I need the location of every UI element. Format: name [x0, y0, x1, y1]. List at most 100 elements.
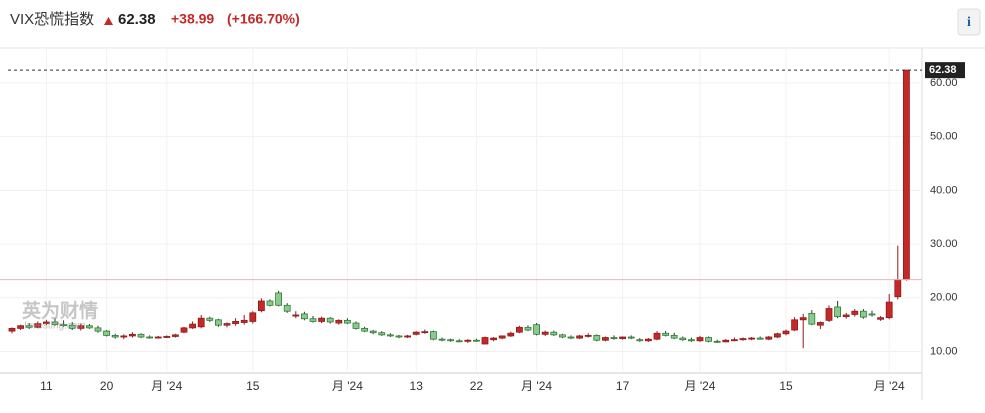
candle-body	[103, 330, 110, 336]
candle-body	[851, 310, 859, 315]
candle-body	[412, 331, 420, 335]
candle-body	[550, 331, 558, 336]
candle-body	[60, 324, 67, 327]
candle-body	[860, 310, 867, 318]
candle-body	[335, 319, 343, 324]
candle-body	[94, 327, 102, 332]
candle-body	[240, 319, 248, 323]
candle-body	[799, 317, 807, 321]
candle-body	[670, 334, 678, 339]
info-icon[interactable]: i	[967, 15, 971, 30]
candle-body	[825, 308, 833, 321]
candle-body	[232, 321, 240, 324]
candle-body	[395, 335, 403, 338]
candle-body	[610, 337, 618, 340]
candle-body	[120, 335, 128, 338]
x-tick-label: 13	[410, 379, 424, 393]
candle-body	[808, 312, 816, 325]
candle-body	[817, 322, 824, 326]
candle-body	[223, 323, 231, 326]
candle-body	[111, 334, 119, 338]
y-tick-label: 20.00	[930, 292, 958, 304]
candle-body	[584, 334, 592, 337]
y-tick-label: 30.00	[930, 238, 958, 250]
last-price: 62.38	[118, 11, 156, 28]
candle-body	[498, 335, 506, 339]
candle-body	[300, 313, 308, 320]
candle-body	[77, 325, 85, 329]
candle-body	[266, 300, 274, 306]
candle-body	[705, 337, 712, 342]
candle-body	[352, 322, 360, 329]
candle-body	[748, 337, 755, 340]
candle-body	[180, 327, 188, 333]
y-tick-label: 50.00	[930, 131, 958, 143]
candle-body	[292, 314, 300, 317]
candle-body	[404, 335, 412, 338]
candle-body	[429, 331, 437, 340]
x-tick-label: 15	[779, 379, 793, 393]
candle-body	[756, 337, 764, 340]
candle-body	[731, 339, 738, 342]
candle-body	[868, 313, 876, 316]
candle-body	[171, 334, 179, 337]
x-tick-label: 11	[40, 379, 53, 393]
candle-body	[653, 332, 661, 340]
watermark-site: Investing.com	[24, 321, 86, 332]
y-tick-label: 40.00	[930, 184, 958, 196]
candle-body	[455, 340, 463, 343]
candle-body	[318, 317, 326, 322]
candle-body	[447, 339, 455, 342]
candle-body	[765, 336, 773, 340]
candle-body	[361, 328, 369, 332]
x-tick-label: 月 '24	[685, 379, 716, 393]
candle-body	[128, 333, 136, 337]
candle-body	[524, 326, 532, 331]
candle-body	[386, 334, 394, 337]
candle-body	[154, 336, 162, 339]
candle-body	[464, 339, 472, 342]
candle-body	[662, 332, 669, 336]
y-tick-label: 10.00	[930, 345, 958, 357]
candle-body	[343, 319, 351, 324]
candle-body	[894, 279, 902, 298]
price-change-pct: (+166.70%)	[227, 11, 300, 27]
candle-body	[877, 317, 884, 320]
instrument-title: VIX恐慌指数	[10, 11, 94, 28]
info-button[interactable]	[957, 8, 981, 36]
candle-body	[688, 339, 695, 342]
candle-body	[275, 292, 283, 306]
candle-body	[842, 314, 850, 317]
candle-body	[739, 338, 747, 341]
candle-body	[516, 326, 523, 333]
candle-body	[576, 335, 583, 339]
last-price-badge	[925, 62, 965, 79]
candle-body	[619, 336, 626, 340]
x-tick-label: 月 '24	[332, 379, 363, 393]
plot: 10.00 20.00 30.00 40.00 50.00 60.00 11 20 月 '24 1…	[0, 48, 965, 393]
candle-body	[197, 317, 205, 328]
x-tick-label: 20	[100, 379, 114, 393]
candle-body	[86, 325, 93, 329]
candle-body	[309, 318, 317, 322]
candle-body	[903, 69, 910, 280]
candle-body	[249, 312, 257, 322]
x-tick-label: 22	[470, 379, 484, 393]
candle-body	[43, 321, 50, 324]
candle-body	[214, 319, 222, 326]
candle-body	[369, 330, 377, 334]
candle-body	[541, 331, 549, 335]
x-tick-label: 月 '24	[874, 379, 905, 393]
x-tick-label: 17	[616, 379, 630, 393]
x-tick-label: 月 '24	[521, 379, 552, 393]
candle-body	[834, 306, 841, 317]
price-change: +38.99	[171, 11, 214, 27]
up-arrow	[104, 17, 113, 25]
candle-body	[34, 323, 42, 328]
x-tick-label: 15	[246, 379, 260, 393]
candle-body	[472, 339, 480, 342]
candle-body	[51, 321, 59, 326]
candle-body	[559, 334, 566, 338]
